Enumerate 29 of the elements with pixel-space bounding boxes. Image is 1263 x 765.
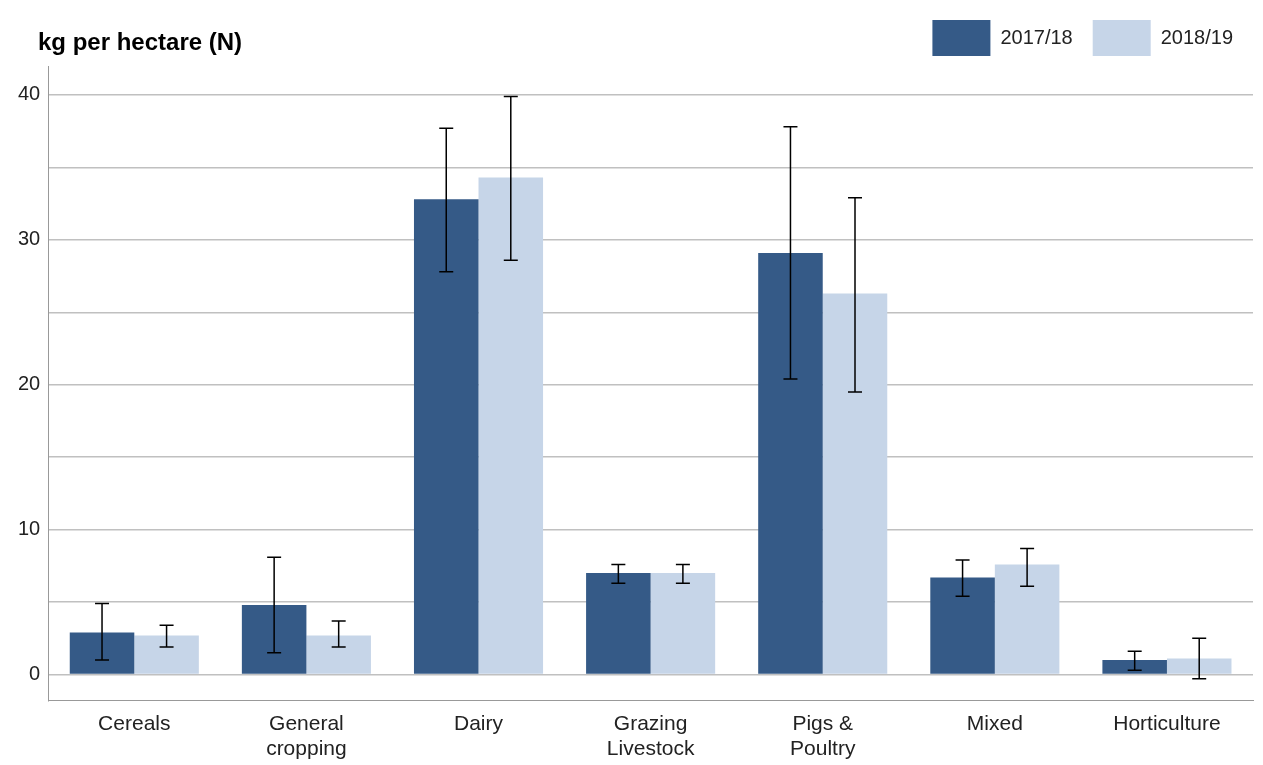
bar — [478, 177, 544, 674]
x-tick-label: Pigs & Poultry — [790, 711, 856, 760]
y-tick-label: 0 — [29, 662, 41, 685]
x-tick-label: Cereals — [98, 711, 171, 734]
y-tick-label: 20 — [18, 372, 41, 395]
bar — [758, 252, 823, 674]
y-tick-label: 10 — [18, 517, 41, 540]
bar — [69, 632, 135, 674]
bar — [930, 577, 995, 674]
bar — [994, 564, 1060, 674]
y-tick-label: 30 — [18, 227, 41, 250]
bar — [650, 573, 716, 674]
x-tick-label: Mixed — [966, 711, 1023, 734]
x-tick-label: General cropping — [266, 711, 347, 760]
bar — [586, 573, 651, 674]
bar — [1102, 660, 1167, 674]
x-tick-label: Dairy — [454, 711, 504, 734]
bar — [413, 199, 479, 674]
x-tick-label: Horticulture — [1113, 711, 1221, 734]
bar — [241, 604, 307, 674]
bar — [134, 635, 199, 674]
legend-label: 2017/18 — [1000, 25, 1073, 48]
bar — [306, 635, 371, 674]
legend-label: 2018/19 — [1160, 25, 1233, 48]
y-tick-label: 40 — [18, 82, 41, 105]
bar — [1166, 658, 1232, 674]
bar — [822, 293, 888, 674]
chart-title: kg per hectare (N) — [38, 28, 243, 56]
x-tick-label: Grazing Livestock — [606, 711, 695, 760]
